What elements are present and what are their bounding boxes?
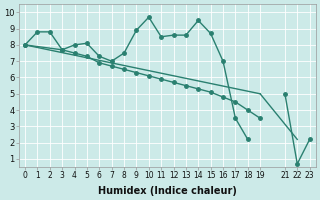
X-axis label: Humidex (Indice chaleur): Humidex (Indice chaleur) [98,186,237,196]
